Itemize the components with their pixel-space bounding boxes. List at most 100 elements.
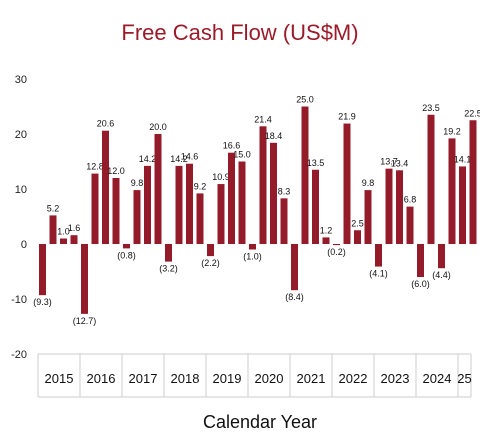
bar: [312, 169, 319, 244]
bar: [196, 193, 204, 244]
data-label: 5.2: [47, 203, 60, 213]
bar: [343, 123, 351, 244]
bar: [333, 244, 340, 246]
data-label: 14.1: [454, 154, 472, 164]
bar: [207, 244, 214, 257]
data-label: (1.0): [243, 252, 262, 262]
bar: [301, 106, 309, 244]
bar: [123, 244, 130, 249]
bar: [364, 190, 372, 244]
bar: [81, 244, 88, 314]
bar: [280, 198, 288, 244]
chart-title: Free Cash Flow (US$M): [121, 20, 359, 45]
data-label: (4.4): [432, 270, 451, 280]
bar: [354, 230, 361, 244]
y-tick-label: -10: [11, 294, 27, 306]
bar: [144, 165, 151, 244]
data-label: 15.0: [233, 150, 251, 160]
data-label: 6.8: [404, 195, 417, 205]
year-label: 2017: [129, 371, 158, 386]
bar: [406, 206, 414, 244]
data-label: 20.6: [97, 119, 115, 129]
data-label: 22.5: [464, 108, 480, 118]
bar: [438, 244, 445, 269]
bar: [238, 161, 246, 244]
data-label: (4.1): [369, 269, 388, 279]
data-label: 18.4: [265, 131, 283, 141]
bar: [448, 138, 456, 244]
bar: [112, 178, 120, 244]
data-label: 21.9: [338, 112, 356, 122]
data-label: 8.3: [278, 186, 291, 196]
y-tick-label: -20: [11, 349, 27, 361]
bar: [375, 244, 382, 267]
data-label: (3.2): [159, 264, 178, 274]
data-label: 13.5: [307, 158, 325, 168]
bar: [102, 130, 109, 244]
year-label: 2015: [45, 371, 74, 386]
year-label: 2016: [87, 371, 116, 386]
data-label: 23.5: [422, 103, 440, 113]
bar: [154, 134, 162, 244]
bar: [469, 120, 477, 244]
data-label: (12.7): [73, 316, 97, 326]
data-label: (8.4): [285, 292, 304, 302]
data-label: (2.2): [201, 258, 220, 268]
data-label: 9.2: [194, 181, 207, 191]
bar: [322, 237, 330, 244]
data-label: 20.0: [149, 122, 167, 132]
data-label: 1.0: [57, 227, 70, 237]
bar: [165, 244, 172, 262]
bar: [427, 114, 435, 244]
bar: [259, 126, 267, 244]
bar: [270, 142, 277, 244]
bar: [291, 244, 298, 291]
bar: [396, 170, 403, 244]
bar: [249, 244, 256, 250]
data-label: 16.6: [223, 141, 241, 151]
data-label: (0.2): [327, 247, 346, 257]
bar: [175, 165, 183, 244]
bar: [49, 215, 57, 244]
data-label: 9.8: [131, 178, 144, 188]
bar: [39, 244, 46, 296]
year-label: 2023: [381, 371, 410, 386]
bar: [228, 152, 235, 244]
bar: [60, 238, 67, 244]
y-tick-label: 30: [15, 74, 27, 86]
data-label: 13.4: [391, 158, 409, 168]
data-label: 10.9: [212, 172, 230, 182]
data-label: 14.2: [170, 154, 188, 164]
data-label: 1.6: [68, 223, 81, 233]
bar: [91, 173, 99, 244]
bar: [70, 235, 78, 244]
bar: [217, 184, 225, 244]
year-label: 2024: [423, 371, 452, 386]
y-tick-label: 0: [21, 239, 27, 251]
bar: [385, 168, 393, 244]
data-label: 14.6: [181, 152, 199, 162]
data-label: 14.2: [139, 154, 157, 164]
data-label: 25.0: [296, 95, 314, 105]
year-label: 25: [457, 371, 471, 386]
data-label: 19.2: [443, 126, 461, 136]
data-label: 12.0: [107, 166, 125, 176]
data-label: 12.8: [86, 162, 104, 172]
bar: [459, 166, 466, 244]
year-label: 2019: [213, 371, 242, 386]
data-label: (0.8): [117, 250, 136, 260]
data-label: 1.2: [320, 225, 333, 235]
data-label: (6.0): [411, 279, 430, 289]
year-label: 2022: [339, 371, 368, 386]
data-label: (9.3): [33, 297, 52, 307]
year-label: 2020: [255, 371, 284, 386]
data-label: 2.5: [351, 218, 364, 228]
data-label: 9.8: [362, 178, 375, 188]
bar: [417, 244, 424, 277]
data-label: 13.7: [380, 157, 398, 167]
x-axis-label: Calendar Year: [202, 412, 318, 432]
bar: [186, 163, 193, 244]
y-tick-label: 20: [15, 129, 27, 141]
